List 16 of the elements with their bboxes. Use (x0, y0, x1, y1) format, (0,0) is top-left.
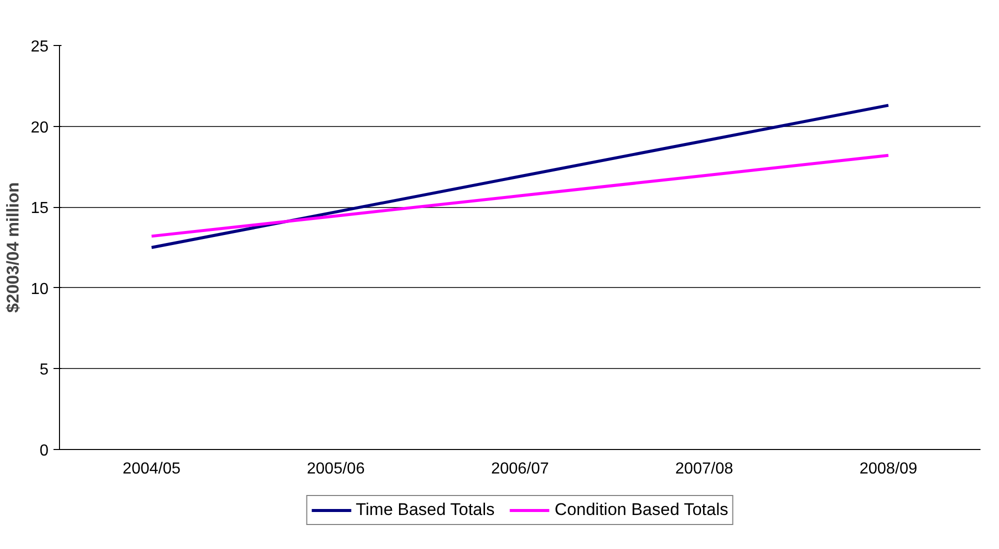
y-tick-label: 25 (30, 38, 49, 56)
line-series (150, 154, 890, 238)
line-series (150, 104, 890, 249)
y-tick-label: 10 (30, 280, 49, 298)
legend-label: Condition Based Totals (554, 500, 728, 520)
y-tick-label: 5 (40, 362, 49, 379)
x-tick-label: 2006/07 (491, 460, 550, 478)
y-tick-label: 0 (40, 442, 49, 460)
x-tick-label: 2005/06 (306, 460, 365, 478)
x-tick-label: 2008/09 (859, 460, 918, 478)
x-tick-label: 2004/05 (122, 460, 181, 478)
y-tick-label: 20 (30, 119, 49, 136)
y-axis-title: $2003/04 million (4, 182, 23, 313)
x-tick-label: 2007/08 (675, 460, 734, 478)
y-tick-label: 15 (30, 200, 49, 218)
legend-label: Time Based Totals (356, 500, 495, 520)
